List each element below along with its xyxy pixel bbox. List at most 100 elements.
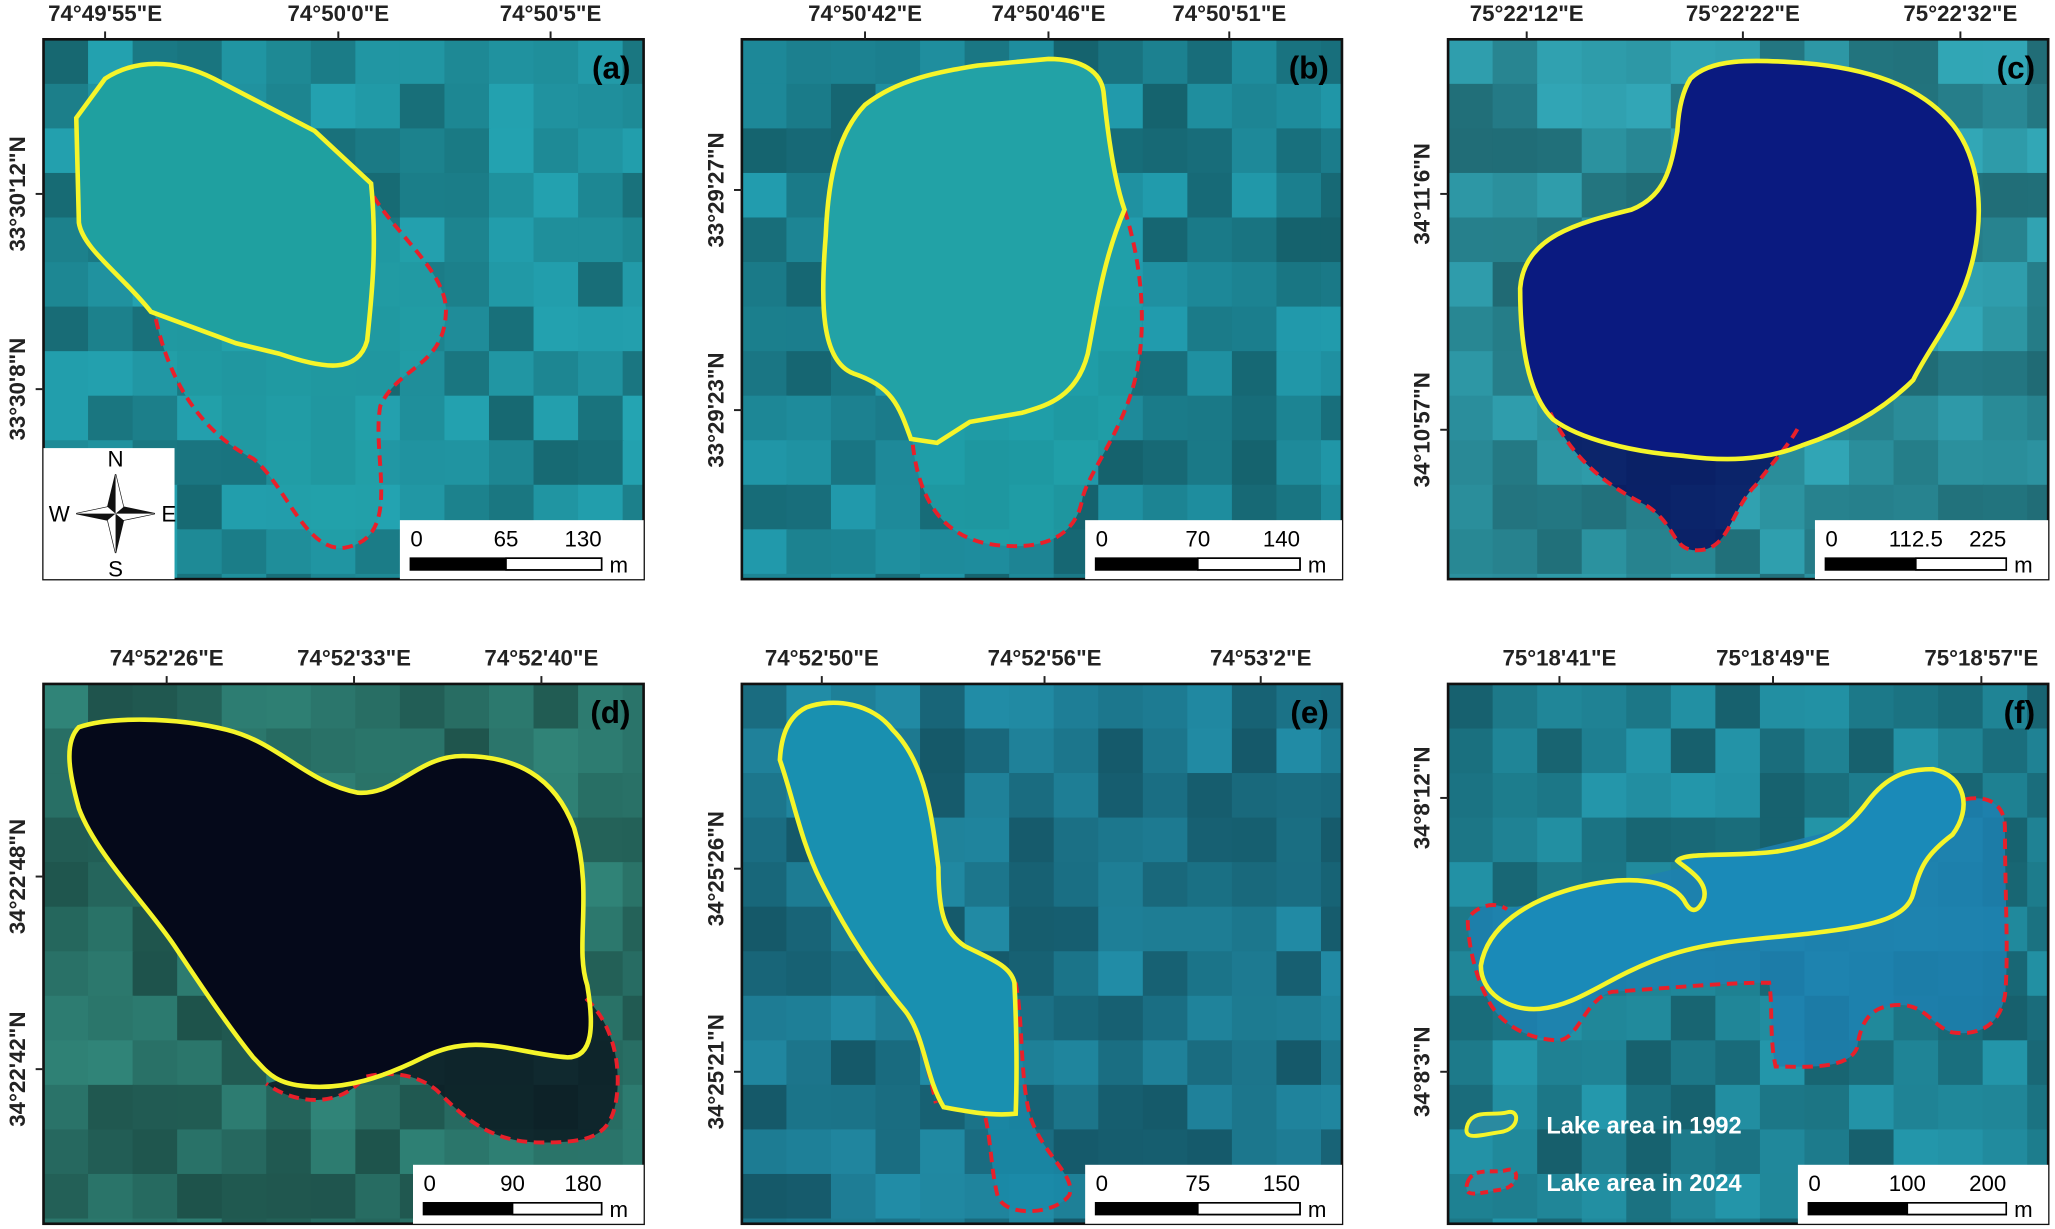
pixel — [444, 128, 491, 175]
legend-label: Lake area in 1992 — [1546, 1112, 1741, 1138]
pixel — [1492, 440, 1539, 487]
lon-label: 74°49'55"E — [48, 1, 162, 26]
pixel — [2027, 262, 2049, 308]
pixel — [1142, 351, 1189, 398]
pixel — [2027, 306, 2049, 353]
pixel — [964, 1218, 1011, 1224]
pixel — [399, 440, 446, 487]
pixel — [1098, 728, 1145, 775]
pixel — [1187, 728, 1234, 775]
pixel — [177, 484, 224, 531]
pixel — [1448, 351, 1494, 398]
pixel — [1231, 683, 1278, 730]
pixel — [1053, 728, 1100, 775]
pixel — [741, 906, 788, 953]
pixel — [1938, 1084, 1984, 1131]
scale-label: 180 — [565, 1171, 602, 1196]
pixel — [2027, 906, 2049, 953]
pixel — [488, 217, 535, 264]
pixel — [88, 906, 134, 953]
pixel — [43, 683, 90, 730]
pixel — [741, 39, 788, 86]
pixel — [1670, 1218, 1717, 1224]
pixel — [221, 1129, 268, 1176]
pixel — [1893, 683, 1940, 730]
pixel — [1626, 1084, 1673, 1131]
pixel — [920, 1173, 966, 1220]
map-panel: (f) 75°18'41"E 75°18'49"E 75°18'57"E 34°8'12… — [1410, 646, 2050, 1226]
pixel — [1187, 683, 1234, 730]
pixel — [1142, 306, 1189, 353]
lon-label: 74°50'5"E — [500, 1, 602, 26]
pixel — [1581, 128, 1628, 175]
pixel — [43, 1129, 90, 1176]
pixel — [1537, 1129, 1584, 1176]
pixel — [221, 1173, 268, 1220]
panel-label: (c) — [1997, 51, 2035, 86]
pixel — [1320, 172, 1342, 219]
pixel — [266, 683, 313, 730]
pixel — [1142, 1040, 1189, 1087]
scale-bar: 0 112.5 225 m — [1814, 520, 2049, 580]
imagery — [741, 683, 1342, 1224]
pixel — [1448, 128, 1494, 175]
scale-unit: m — [610, 553, 629, 578]
pixel — [1231, 262, 1278, 308]
map-panel: (c) 75°22'12"E 75°22'22"E 75°22'32"E 34°11'6… — [1410, 1, 2050, 581]
pixel — [355, 573, 402, 580]
lon-label: 74°52'40"E — [484, 646, 598, 671]
pixel — [1231, 817, 1278, 864]
compass-east: E — [161, 501, 176, 526]
scale-black — [1095, 1202, 1198, 1215]
pixel — [920, 1218, 966, 1224]
pixel — [43, 395, 90, 442]
pixel — [2027, 128, 2049, 175]
pixel — [1320, 262, 1342, 308]
scale-label: 140 — [1263, 526, 1300, 551]
pixel — [1276, 1040, 1323, 1087]
pixel — [1626, 773, 1673, 819]
pixel — [1759, 728, 1806, 775]
pixel — [1053, 1218, 1100, 1224]
pixel — [1581, 39, 1628, 86]
lon-label: 74°52'56"E — [988, 646, 1102, 671]
pixel — [1581, 573, 1628, 580]
scale-label: 0 — [410, 526, 422, 551]
pixel — [1187, 83, 1234, 130]
pixel — [964, 817, 1011, 864]
pixel — [1715, 1129, 1762, 1176]
pixel — [830, 1218, 877, 1224]
pixel — [1537, 529, 1584, 576]
pixel — [1231, 728, 1278, 775]
pixel — [1893, 728, 1940, 775]
pixel — [488, 306, 535, 353]
pixel — [1320, 440, 1342, 487]
pixel — [1626, 39, 1673, 86]
lake-outline-1992 — [73, 61, 377, 368]
pixel — [355, 728, 402, 775]
pixel — [1320, 1129, 1342, 1176]
pixel — [1276, 995, 1323, 1042]
pixel — [1448, 817, 1494, 864]
pixel — [1581, 1040, 1628, 1087]
pixel — [1581, 1129, 1628, 1176]
pixel — [786, 128, 833, 175]
scale-black — [1825, 558, 1916, 570]
pixel — [1893, 395, 1940, 442]
pixel — [875, 529, 922, 576]
pixel — [355, 1218, 402, 1224]
pixel — [622, 217, 644, 264]
pixel — [310, 683, 357, 730]
pixel — [1715, 1084, 1762, 1131]
pixel — [1849, 728, 1895, 775]
scale-white — [1915, 557, 2008, 571]
pixel — [1142, 728, 1189, 775]
pixel — [786, 906, 833, 953]
map-panel: (e) 74°52'50"E 74°52'56"E 74°53'2"E 34°25'26… — [704, 646, 1344, 1226]
pixel — [786, 1218, 833, 1224]
pixel — [830, 529, 877, 576]
scale-white — [1197, 557, 1301, 571]
pixel — [533, 39, 580, 86]
scale-label: 225 — [1969, 526, 2006, 551]
pixel — [622, 728, 644, 775]
